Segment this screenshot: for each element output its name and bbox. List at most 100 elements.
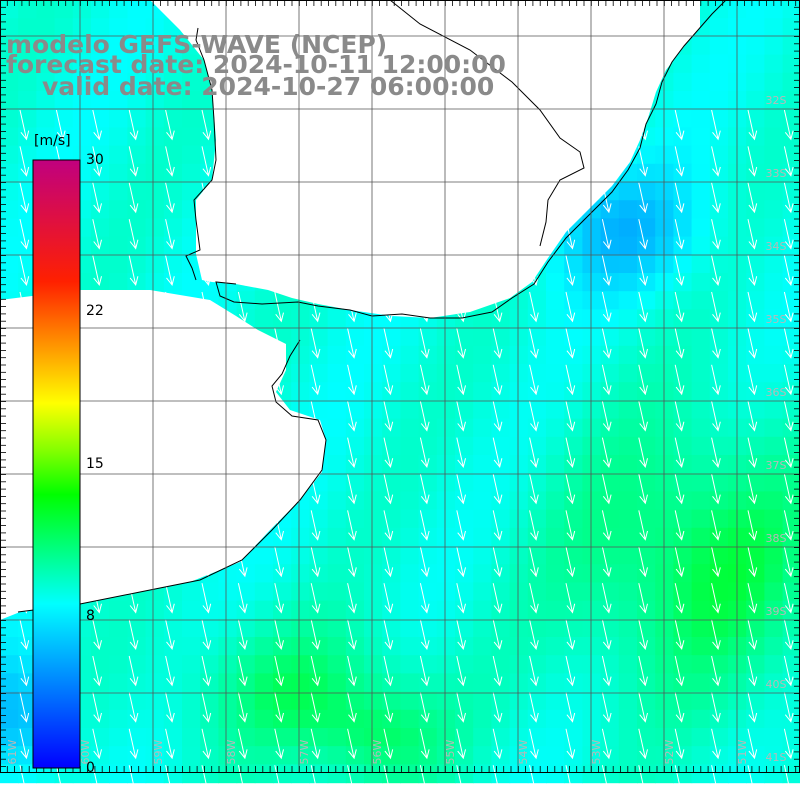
wind-arrow [419, 473, 430, 505]
wind-cell [709, 764, 729, 784]
wind-cell [382, 400, 401, 420]
wind-arrow [274, 655, 284, 687]
wind-cell [655, 491, 674, 511]
wind-cell [655, 400, 674, 420]
wind-arrow [492, 765, 503, 796]
wind-arrow [419, 546, 430, 578]
wind-cell [291, 764, 310, 784]
wind-cell [709, 691, 729, 711]
wind-cell [109, 91, 128, 110]
wind-cell [345, 582, 365, 602]
wind-arrow [347, 437, 357, 468]
wind-cell [709, 436, 729, 456]
wind-cell [0, 273, 19, 292]
wind-arrow [674, 655, 685, 687]
wind-cell [127, 18, 147, 37]
wind-cell [655, 709, 674, 729]
wind-cell [491, 327, 511, 347]
wind-cell [364, 582, 383, 602]
grid-labels: 32S 33S 34S 35S 36S 37S 38S 39S 40S 41S 61W 60W 59W 5… [6, 94, 787, 764]
wind-cell [327, 618, 347, 638]
wind-arrow [347, 510, 357, 541]
wind-cell [527, 364, 547, 383]
wind-cell [218, 291, 238, 310]
wind-arrow [274, 291, 284, 323]
wind-cell [691, 691, 711, 711]
wind-cell [655, 527, 674, 547]
wind-arrow [783, 546, 794, 578]
wind-cell [764, 182, 784, 201]
wind-cell [491, 436, 511, 456]
wind-cell [473, 618, 492, 638]
wind-cell [364, 728, 383, 747]
wind-cell [600, 254, 620, 274]
wind-cell [473, 691, 492, 711]
wind-cell [473, 309, 492, 329]
wind-cell [182, 127, 201, 147]
wind-arrow [565, 291, 576, 323]
wind-cell [655, 200, 674, 219]
wind-cell [600, 655, 620, 674]
wind-arrow [492, 364, 503, 396]
wind-arrow [711, 401, 721, 432]
wind-cell [564, 655, 583, 674]
wind-cell [691, 746, 711, 765]
wind-cell [182, 273, 201, 292]
wind-cell [473, 455, 492, 474]
wind-cell [400, 582, 420, 602]
wind-cell [273, 728, 292, 747]
wind-cell [218, 618, 238, 638]
wind-arrow [310, 692, 321, 723]
wind-arrow [565, 655, 576, 687]
wind-cell [436, 455, 456, 474]
wind-cell [709, 91, 729, 110]
wind-cell [91, 72, 110, 92]
wind-cell [145, 91, 165, 110]
wind-cell [418, 546, 438, 565]
wind-cell [691, 382, 711, 401]
wind-cell [182, 637, 201, 656]
wind-arrow [674, 146, 685, 177]
wind-cell [236, 582, 256, 602]
wind-cell [691, 327, 711, 347]
wind-cell [0, 145, 19, 165]
wind-cell [18, 54, 37, 74]
wind-cell [691, 364, 711, 383]
lat-label: 39S [766, 605, 787, 618]
wind-cell [655, 473, 674, 492]
wind-cell [728, 254, 747, 274]
wind-cell [364, 527, 383, 547]
wind-arrow [747, 692, 758, 723]
wind-arrow [237, 583, 248, 614]
wind-cell [582, 364, 602, 383]
wind-cell [582, 509, 602, 529]
wind-cell [655, 91, 674, 110]
wind-cell [163, 691, 183, 711]
wind-cell [436, 564, 456, 583]
wind-arrow [601, 510, 612, 541]
wind-cell [364, 637, 383, 656]
wind-cell [564, 509, 583, 529]
wind-cell [546, 600, 565, 620]
wind-cell [418, 436, 438, 456]
wind-cell [91, 109, 110, 128]
wind-cell [673, 109, 693, 128]
wind-arrow [419, 510, 430, 541]
wind-cell [54, 72, 74, 92]
wind-cell [509, 491, 529, 511]
wind-arrow [638, 401, 648, 432]
wind-arrow [492, 655, 503, 687]
wind-cell [163, 218, 183, 238]
wind-cell [400, 600, 420, 620]
wind-arrow [383, 655, 394, 687]
wind-cell [691, 455, 711, 474]
wind-arrow [783, 655, 794, 687]
wind-arrow [492, 692, 503, 723]
wind-arrow [711, 328, 721, 359]
wind-cell [127, 218, 147, 238]
wind-cell [364, 382, 383, 401]
wind-cell [728, 509, 747, 529]
wind-cell [618, 182, 638, 201]
wind-cell [564, 582, 583, 602]
wind-cell [218, 673, 238, 693]
